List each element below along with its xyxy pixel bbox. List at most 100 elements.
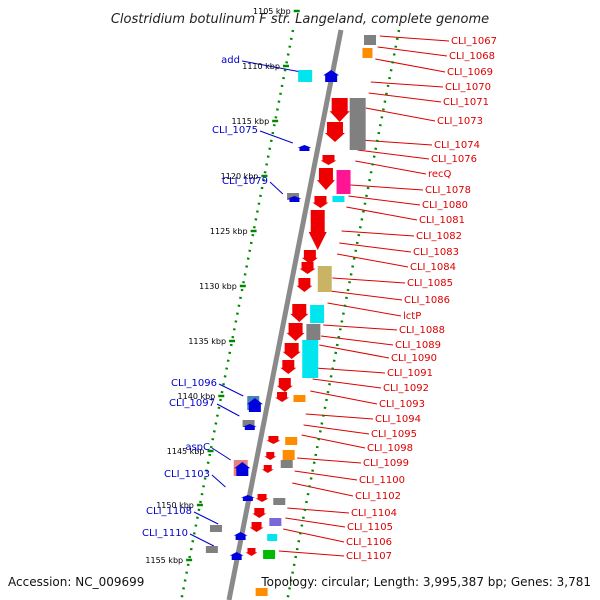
gene-arrow [261, 465, 274, 473]
gene-arrow [312, 196, 329, 208]
gene-arrow [229, 552, 244, 560]
gene-block [336, 170, 351, 194]
gene-label-left: CLI_1079 [222, 176, 268, 187]
right-gene-labels: CLI_1067 CLI_1068 CLI_1069 CLI_1070 CLI_1071… [346, 36, 497, 562]
gene-label-right: CLI_1084 [410, 262, 456, 273]
gene-label-right: CLI_1105 [347, 522, 393, 533]
genome-stats-text: Topology: circular; Length: 3,995,387 bp… [260, 575, 591, 589]
gene-block [349, 98, 366, 150]
gene-arrow [249, 522, 264, 532]
gene-block [269, 518, 282, 526]
left-label-connector [218, 383, 244, 397]
right-label-connector [346, 206, 418, 221]
gene-label-left: aspC [185, 442, 210, 453]
gene-label-right: CLI_1093 [379, 399, 425, 410]
gene-arrow [324, 122, 345, 142]
left-label-connector [211, 447, 231, 461]
gene-label-right: CLI_1107 [346, 551, 392, 562]
right-label-connector [339, 242, 412, 253]
gene-arrow [242, 424, 257, 430]
right-label-connector [292, 482, 354, 497]
gene-label-right: CLI_1095 [371, 429, 417, 440]
gene-block [362, 48, 373, 58]
gene-block [267, 534, 278, 541]
right-label-connector [310, 390, 378, 405]
gene-label-right: CLI_1099 [363, 458, 409, 469]
gene-arrow [275, 392, 290, 402]
gene-block [263, 550, 276, 559]
gene-label-right: recQ [428, 169, 452, 180]
gene-label-right: CLI_1102 [355, 491, 401, 502]
kbp-tick-label: 1110 kbp [242, 62, 280, 71]
gene-label-right: CLI_1088 [399, 325, 445, 336]
gene-label-right: CLI_1098 [367, 443, 413, 454]
gene-block [332, 196, 345, 202]
left-label-connector [189, 533, 215, 547]
right-label-connector [337, 253, 409, 268]
right-label-connector [377, 46, 448, 57]
right-label-connector [301, 434, 366, 449]
gene-arrow [282, 343, 301, 359]
scale-dotted-tracks [180, 29, 401, 600]
gene-block [298, 70, 313, 82]
gene-label-right: CLI_1091 [387, 368, 433, 379]
right-label-connector [379, 35, 450, 42]
gene-arrow [276, 378, 293, 392]
gene-label-right: CLI_1081 [419, 215, 465, 226]
gene-block [273, 498, 286, 505]
gene-label-right: CLI_1104 [351, 508, 397, 519]
gene-block [310, 305, 325, 323]
gene-arrow [329, 98, 350, 122]
scale-track-inner [180, 29, 295, 600]
left-gene-labels: add CLI_1075 CLI_1079 CLI_1096 CLI_1097 aspC C… [142, 55, 268, 539]
gene-label-left: CLI_1096 [171, 378, 217, 389]
gene-arrow [297, 145, 312, 151]
left-label-connector [259, 130, 294, 144]
right-label-connector [332, 277, 406, 284]
gene-label-right: CLI_1074 [434, 140, 480, 151]
gene-label-right: CLI_1085 [407, 278, 453, 289]
kbp-tick-label: 1115 kbp [231, 117, 269, 126]
right-label-connector [375, 58, 446, 73]
gene-arrow [234, 462, 251, 476]
gene-arrow [287, 196, 302, 202]
kbp-tick-label: 1105 kbp [253, 7, 291, 16]
right-label-connector [368, 92, 442, 103]
scale-track-outer [286, 29, 401, 600]
gene-arrow [264, 452, 277, 460]
right-label-connector [287, 507, 350, 514]
genome-backbone [226, 29, 344, 600]
right-label-connector [329, 290, 403, 301]
gene-label-right: CLI_1069 [447, 67, 493, 78]
gene-label-right: CLI_1082 [416, 231, 462, 242]
kbp-tick-label: 1125 kbp [210, 227, 248, 236]
gene-label-right: CLI_1100 [359, 475, 405, 486]
gene-arrow [316, 168, 335, 190]
gene-block [242, 420, 255, 427]
gene-label-right: CLI_1076 [431, 154, 477, 165]
gene-label-right: CLI_1094 [375, 414, 421, 425]
right-label-connector [341, 230, 415, 237]
gene-label-right: CLI_1083 [413, 247, 459, 258]
kbp-tick-label: 1135 kbp [188, 337, 226, 346]
gene-block [282, 450, 295, 460]
right-label-connector [285, 517, 346, 528]
gene-label-right: CLI_1090 [391, 353, 437, 364]
right-label-connector [357, 149, 430, 160]
gene-block [205, 546, 218, 553]
gene-label-right: CLI_1070 [445, 82, 491, 93]
kbp-tick-label: 1130 kbp [199, 282, 237, 291]
right-label-connector [305, 413, 374, 420]
gene-block [306, 324, 321, 340]
left-label-connector [241, 60, 307, 74]
gene-arrow [280, 360, 297, 374]
gene-block [364, 35, 377, 45]
gene-label-left: CLI_1108 [146, 506, 192, 517]
left-label-connector [211, 474, 226, 488]
gene-label-right: CLI_1106 [346, 537, 392, 548]
gene-block [209, 525, 222, 532]
gene-block [317, 266, 332, 292]
right-label-connector [297, 457, 362, 464]
gene-label-right: CLI_1086 [404, 295, 450, 306]
